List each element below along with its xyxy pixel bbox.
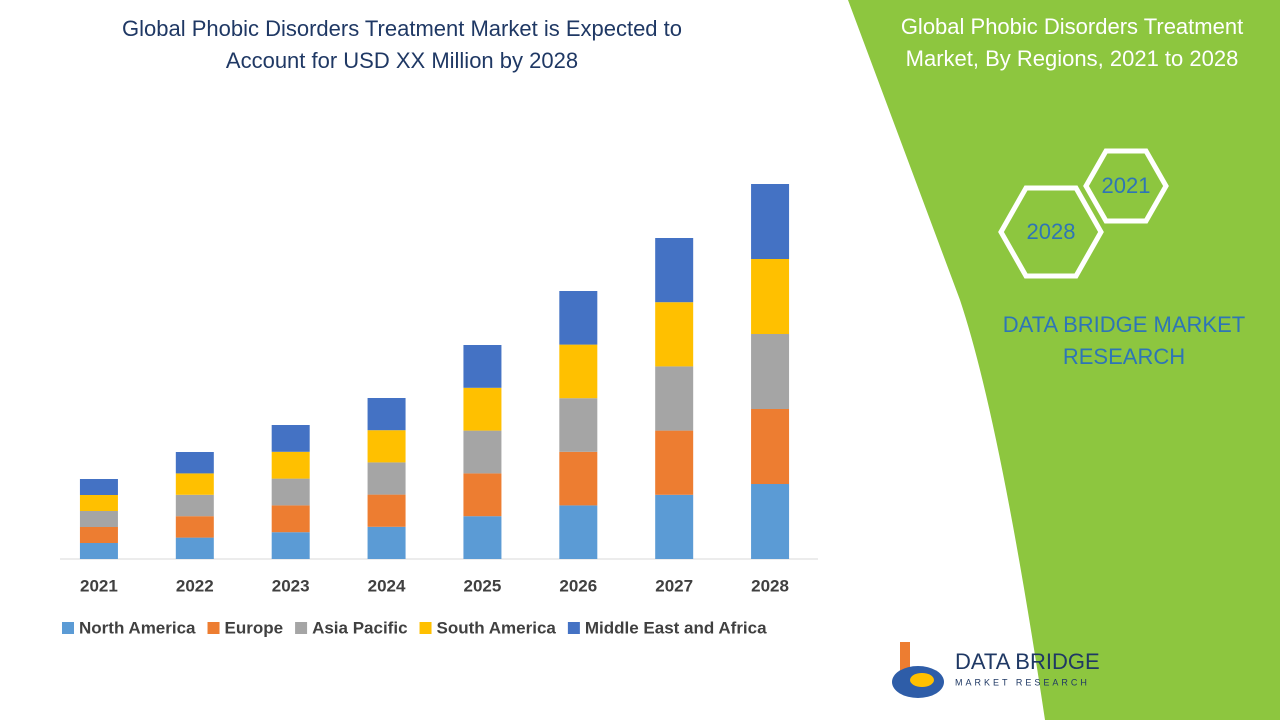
bar-segment [79, 543, 118, 559]
bar-segment [751, 484, 790, 559]
bar-segment [175, 516, 214, 538]
bar-segment [559, 451, 598, 506]
chart-title: Account for USD XX Million by 2028 [226, 48, 578, 73]
bar-segment [271, 478, 310, 506]
bar-segment [367, 526, 406, 559]
bar-segment [751, 334, 790, 409]
x-tick-label: 2021 [80, 576, 118, 595]
legend-swatch [567, 622, 580, 634]
bar-segment [463, 345, 502, 388]
bar-segment [79, 495, 118, 511]
bar-segment [463, 387, 502, 431]
bar-segment [175, 452, 214, 474]
bar-segment [79, 511, 118, 527]
bar-segment [655, 430, 694, 495]
x-tick-label: 2028 [751, 576, 789, 595]
bar-segment [559, 291, 598, 345]
bar-segment [79, 527, 118, 543]
bar-segment [655, 238, 694, 303]
bar-segment [79, 479, 118, 495]
brand-text: DATA BRIDGE MARKET [1003, 312, 1245, 337]
bar-segment [271, 425, 310, 452]
bar-segment [271, 505, 310, 533]
bar-segment [271, 451, 310, 479]
bar-segment [751, 259, 790, 334]
logo-mark [910, 673, 934, 687]
bar-segment [655, 494, 694, 559]
logo-mark [900, 642, 910, 682]
bar-segment [559, 505, 598, 559]
panel-title: Market, By Regions, 2021 to 2028 [906, 46, 1239, 71]
logo: DATA BRIDGE MARKET RESEARCH [892, 642, 1100, 698]
x-tick-label: 2025 [464, 576, 502, 595]
x-tick-label: 2026 [559, 576, 597, 595]
hexagon [1083, 148, 1169, 224]
hexagon [998, 185, 1104, 279]
bar-segment [751, 184, 790, 259]
green-panel [848, 0, 1280, 720]
hex-label: 2021 [1102, 173, 1151, 198]
chart-title: Global Phobic Disorders Treatment Market… [122, 16, 682, 41]
bar-segment [175, 537, 214, 559]
x-tick-label: 2027 [655, 576, 693, 595]
bar-segment [367, 398, 406, 431]
bar-segment [463, 430, 502, 474]
bar-segment [463, 473, 502, 517]
x-tick-label: 2024 [368, 576, 406, 595]
logo-name: DATA BRIDGE [955, 649, 1100, 674]
legend-label: Middle East and Africa [585, 618, 767, 637]
legend-swatch [207, 622, 220, 634]
legend-swatch [62, 622, 74, 634]
legend-label: Europe [225, 618, 284, 637]
bar-segment [655, 366, 694, 431]
bar-segment [175, 473, 214, 495]
logo-sub: MARKET RESEARCH [955, 677, 1090, 687]
bar-segment [367, 494, 406, 527]
panel-title: Global Phobic Disorders Treatment [901, 14, 1243, 39]
legend-swatch [295, 622, 308, 634]
hex-label: 2028 [1027, 219, 1076, 244]
x-tick-label: 2022 [176, 576, 214, 595]
legend-label: South America [437, 618, 557, 637]
bar-segment [175, 494, 214, 517]
bar-segment [559, 344, 598, 399]
bar-segment [463, 516, 502, 559]
bar-segment [271, 532, 310, 559]
brand-text: RESEARCH [1063, 344, 1185, 369]
x-tick-label: 2023 [272, 576, 310, 595]
bar-segment [367, 462, 406, 495]
bar-segment [367, 430, 406, 463]
bar-segment [751, 409, 790, 484]
bar-segment [559, 398, 598, 452]
legend-swatch [419, 622, 432, 634]
bar-segment [655, 302, 694, 367]
legend-label: North America [79, 618, 196, 637]
legend-label: Asia Pacific [312, 618, 407, 637]
